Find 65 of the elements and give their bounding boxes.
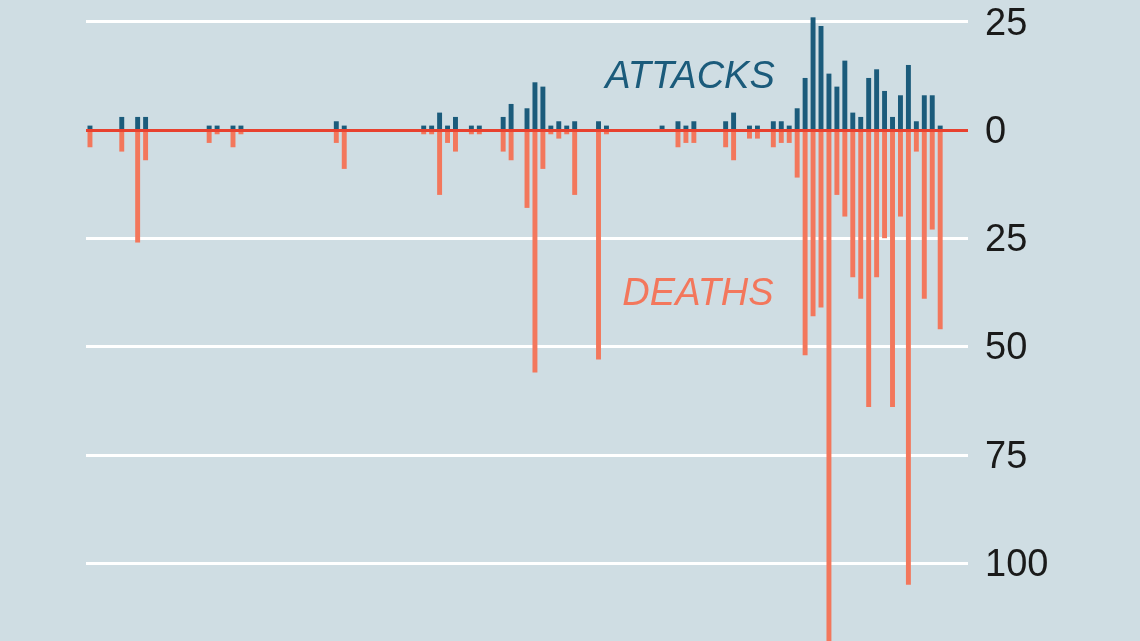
bar: [842, 129, 848, 217]
bar: [826, 73, 832, 130]
bar: [532, 129, 538, 373]
bar: [508, 103, 514, 130]
bar: [858, 116, 864, 130]
bar: [850, 112, 856, 130]
bar: [802, 77, 808, 130]
bar: [119, 129, 125, 152]
bar: [731, 112, 737, 130]
bar: [794, 129, 800, 178]
bar: [437, 129, 443, 195]
bar: [794, 108, 800, 130]
bar: [882, 90, 888, 130]
y-tick-label: 0: [985, 108, 1007, 151]
bar: [500, 129, 506, 152]
bar: [731, 129, 737, 161]
bar: [341, 129, 347, 169]
bar: [135, 129, 141, 243]
bar: [858, 129, 864, 299]
bar: [890, 116, 895, 130]
bar: [913, 129, 919, 152]
bar: [850, 129, 856, 278]
y-tick-label: 25: [985, 0, 1028, 43]
y-tick-label: 100: [985, 542, 1049, 585]
bar: [874, 69, 880, 130]
bar: [453, 116, 458, 130]
bar: [540, 86, 546, 130]
bar: [929, 95, 935, 130]
bar: [826, 129, 832, 641]
bar: [866, 129, 872, 408]
bar: [810, 17, 816, 130]
bar: [921, 129, 927, 299]
bar: [937, 129, 943, 330]
bar: [898, 129, 903, 217]
bar: [929, 129, 935, 230]
series-label: ATTACKS: [603, 54, 775, 96]
bar: [508, 129, 514, 161]
bar: [890, 129, 895, 408]
bar: [874, 129, 880, 278]
bar: [905, 129, 911, 585]
bar: [143, 116, 149, 130]
bar: [842, 60, 848, 130]
y-tick-label: 50: [985, 325, 1028, 368]
bar: [905, 64, 911, 130]
y-tick-label: 25: [985, 217, 1028, 260]
bar: [119, 116, 125, 130]
bar: [500, 116, 506, 130]
bar: [834, 86, 840, 130]
bar: [898, 95, 903, 130]
bar: [802, 129, 808, 356]
bar: [866, 77, 872, 130]
y-tick-label: 75: [985, 433, 1028, 476]
bar: [437, 112, 443, 130]
bar: [921, 95, 927, 130]
bar: [143, 129, 149, 161]
bar: [572, 129, 578, 195]
bar: [453, 129, 458, 152]
bar: [834, 129, 840, 195]
bar: [540, 129, 546, 169]
series-label: DEATHS: [622, 271, 774, 313]
bar: [596, 129, 601, 360]
bar: [135, 116, 141, 130]
bar: [532, 82, 538, 130]
bar: [882, 129, 888, 239]
bar: [810, 129, 816, 317]
